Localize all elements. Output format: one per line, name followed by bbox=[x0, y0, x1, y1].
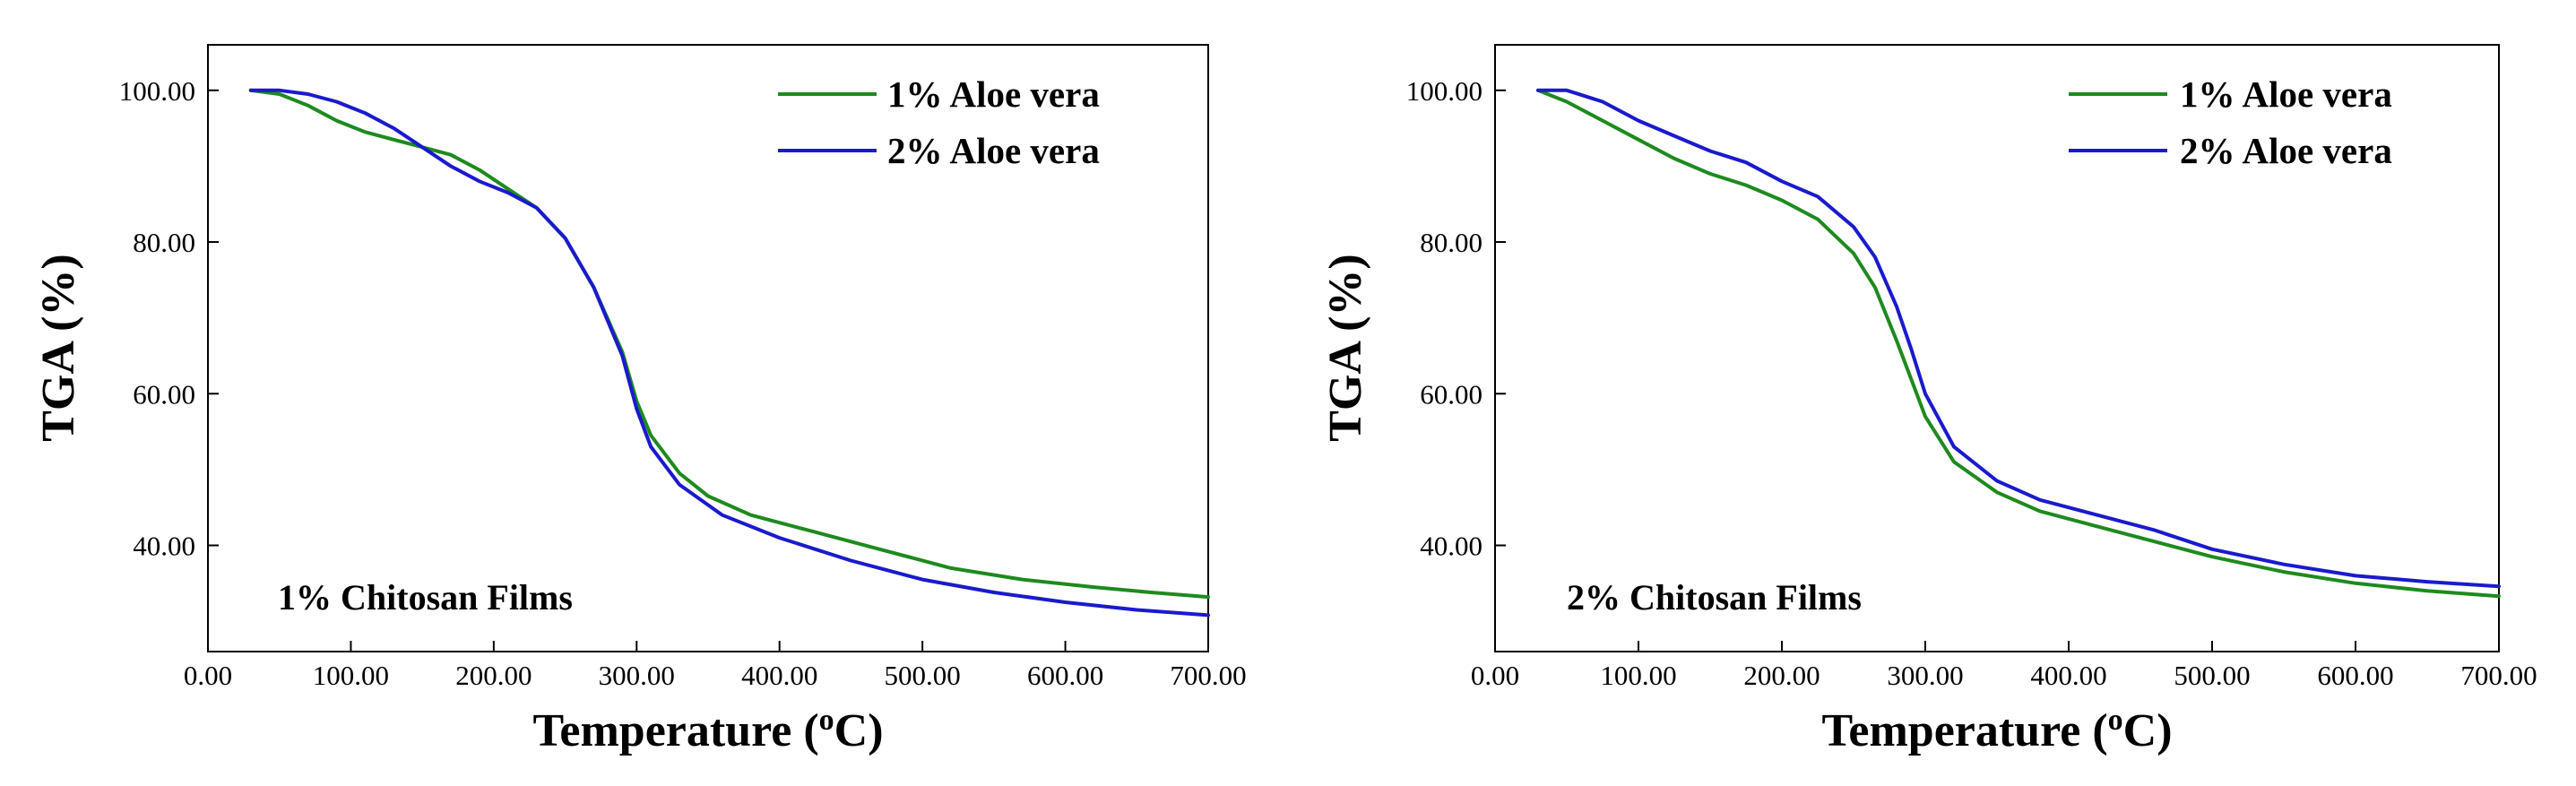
x-axis-ticks: 0.00 100.00 200.00 300.00 400.00 500.00 600.00… bbox=[1471, 641, 2537, 691]
x-tick-label: 600.00 bbox=[1027, 660, 1103, 691]
y-tick-label: 40.00 bbox=[1420, 531, 1482, 562]
x-axis-title-superscript: o bbox=[2108, 704, 2123, 737]
series-lines bbox=[248, 88, 1210, 618]
x-tick-label: 0.00 bbox=[184, 660, 232, 691]
legend: 1% Aloe vera 2% Aloe vera bbox=[2069, 73, 2392, 171]
series-lines bbox=[1536, 88, 2501, 599]
y-tick-label: 80.00 bbox=[1420, 227, 1482, 258]
x-axis-title-unit: C) bbox=[2123, 705, 2173, 756]
x-tick-label: 600.00 bbox=[2317, 660, 2393, 691]
x-axis-title-unit: C) bbox=[834, 705, 884, 756]
series-line-1pct-aloe-vera bbox=[1536, 88, 2501, 599]
x-tick-label: 100.00 bbox=[1600, 660, 1676, 691]
y-axis-ticks: 40.00 60.00 80.00 100.00 bbox=[119, 75, 219, 562]
x-axis-title: Temperature (oC) bbox=[532, 704, 883, 756]
legend-label-1pct-aloe-vera: 1% Aloe vera bbox=[887, 73, 1100, 115]
panel-annotation: 1% Chitosan Films bbox=[278, 577, 573, 618]
x-tick-label: 400.00 bbox=[741, 660, 817, 691]
y-axis-ticks: 40.00 60.00 80.00 100.00 bbox=[1406, 75, 1506, 562]
legend-label-2pct-aloe-vera: 2% Aloe vera bbox=[2180, 130, 2392, 171]
plot-area-frame bbox=[207, 44, 1209, 652]
x-tick-label: 100.00 bbox=[313, 660, 389, 691]
y-tick-label: 60.00 bbox=[133, 378, 195, 410]
y-tick-label: 60.00 bbox=[1420, 378, 1482, 410]
y-axis-title: TGA (%) bbox=[33, 254, 84, 441]
x-tick-label: 700.00 bbox=[2460, 660, 2537, 691]
x-tick-label: 500.00 bbox=[885, 660, 961, 691]
y-tick-label: 100.00 bbox=[119, 75, 195, 107]
series-line-2pct-aloe-vera bbox=[1536, 88, 2501, 589]
legend-label-1pct-aloe-vera: 1% Aloe vera bbox=[2180, 73, 2392, 115]
chart-panel-2pct-chitosan: 40.00 60.00 80.00 100.00 0.00 100.00 200.00 30… bbox=[1320, 44, 2537, 756]
y-tick-label: 100.00 bbox=[1406, 75, 1482, 107]
x-axis-title-main: Temperature ( bbox=[1821, 705, 2107, 756]
x-tick-label: 0.00 bbox=[1471, 660, 1519, 691]
y-axis-title: TGA (%) bbox=[1320, 254, 1371, 441]
x-tick-label: 200.00 bbox=[1743, 660, 1820, 691]
x-axis-title-superscript: o bbox=[819, 704, 834, 737]
series-line-2pct-aloe-vera bbox=[248, 88, 1210, 618]
x-axis-ticks: 0.00 100.00 200.00 300.00 400.00 500.00 600.00… bbox=[184, 641, 1247, 691]
chart-panel-1pct-chitosan: 40.00 60.00 80.00 100.00 0.00 100.00 200.00 30… bbox=[33, 44, 1247, 756]
legend: 1% Aloe vera 2% Aloe vera bbox=[778, 73, 1100, 171]
x-tick-label: 300.00 bbox=[599, 660, 675, 691]
x-tick-label: 500.00 bbox=[2174, 660, 2250, 691]
y-tick-label: 80.00 bbox=[133, 227, 195, 258]
y-tick-label: 40.00 bbox=[133, 531, 195, 562]
plot-area-frame bbox=[1494, 44, 2500, 652]
x-axis-title: Temperature (oC) bbox=[1821, 704, 2172, 756]
panel-annotation: 2% Chitosan Films bbox=[1567, 577, 1862, 618]
legend-label-2pct-aloe-vera: 2% Aloe vera bbox=[887, 130, 1100, 171]
x-tick-label: 300.00 bbox=[1887, 660, 1963, 691]
x-tick-label: 400.00 bbox=[2030, 660, 2106, 691]
x-tick-label: 700.00 bbox=[1170, 660, 1246, 691]
x-axis-title-main: Temperature ( bbox=[532, 705, 818, 756]
x-tick-label: 200.00 bbox=[455, 660, 532, 691]
